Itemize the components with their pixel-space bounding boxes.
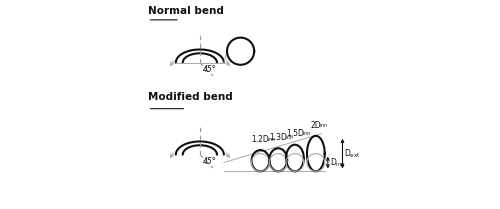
Text: 1.2D: 1.2D (252, 135, 270, 144)
Text: 1.3D: 1.3D (270, 133, 287, 142)
Text: $\mathrm{D_{inn}}$: $\mathrm{D_{inn}}$ (330, 156, 345, 169)
Text: $_{\mathrm{inn}}$: $_{\mathrm{inn}}$ (285, 134, 294, 142)
Text: Normal bend: Normal bend (148, 6, 224, 16)
Text: $_{\mathrm{inn}}$: $_{\mathrm{inn}}$ (319, 121, 328, 130)
Text: $_{\mathrm{inn}}$: $_{\mathrm{inn}}$ (267, 135, 276, 144)
Text: 45°: 45° (203, 157, 216, 166)
Text: 2D: 2D (310, 121, 321, 130)
Text: 45°: 45° (203, 65, 216, 74)
Text: $_{\mathrm{inn}}$: $_{\mathrm{inn}}$ (302, 130, 311, 138)
Text: $\mathrm{D_{ext}}$: $\mathrm{D_{ext}}$ (344, 147, 360, 160)
Text: 1.5D: 1.5D (286, 129, 304, 138)
Text: Modified bend: Modified bend (148, 92, 232, 102)
